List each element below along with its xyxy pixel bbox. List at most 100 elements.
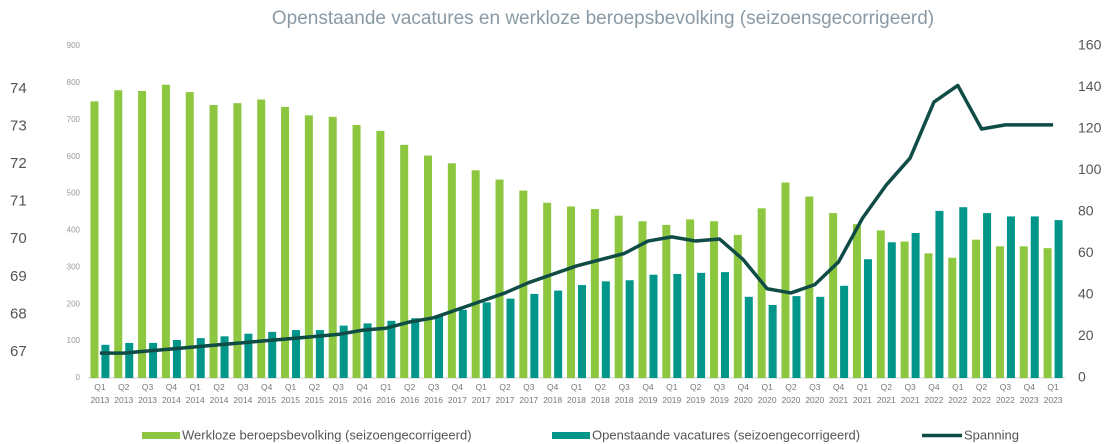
bar	[768, 304, 777, 378]
x-tick-label: Q3 2022	[996, 382, 1015, 405]
bar	[185, 92, 194, 378]
y3-tick-label: 71	[10, 193, 27, 210]
y3-tick-label: 74	[10, 80, 27, 97]
bar	[590, 209, 599, 378]
bar	[1043, 248, 1052, 378]
bar	[1019, 246, 1028, 378]
y-tick-label: 800	[67, 78, 81, 87]
bar	[530, 293, 539, 378]
bar	[911, 233, 920, 378]
bar	[101, 344, 110, 378]
bar	[257, 99, 266, 378]
bar	[400, 144, 409, 378]
bar	[339, 325, 348, 378]
bar	[709, 221, 718, 378]
x-tick-label: Q4 2022	[924, 382, 943, 405]
bar	[935, 210, 944, 378]
x-tick-label: Q3 2018	[615, 382, 634, 405]
x-tick-label: Q3 2017	[519, 382, 538, 405]
legend-label: Spanning	[964, 427, 1019, 442]
x-tick-label: Q2 2016	[400, 382, 419, 405]
x-tick-label: Q3 2016	[424, 382, 443, 405]
x-tick-label: Q1 2021	[853, 382, 872, 405]
x-tick-label: Q3 2019	[710, 382, 729, 405]
bar	[972, 239, 981, 378]
x-tick-label: Q2 2020	[782, 382, 801, 405]
line	[99, 83, 1054, 355]
bar	[268, 331, 277, 378]
y3-tick-label: 69	[10, 268, 27, 285]
legend-swatch	[552, 432, 590, 439]
x-tick-label: Q3 2014	[233, 382, 252, 405]
legend-swatch	[142, 432, 180, 439]
y3-tick-label: 70	[10, 230, 27, 247]
x-tick-label: Q1 2016	[376, 382, 395, 405]
bar	[114, 90, 123, 379]
bar	[601, 281, 610, 378]
x-tick-label: Q3 2015	[329, 382, 348, 405]
bar	[292, 330, 301, 378]
x-tick-label: Q1 2022	[948, 382, 967, 405]
bar	[458, 309, 467, 378]
bar	[863, 259, 872, 378]
bar	[829, 213, 838, 378]
bar	[792, 296, 801, 378]
y-tick-label: 900	[67, 41, 81, 50]
x-tick-label: Q2 2021	[877, 382, 896, 405]
bar	[983, 213, 992, 378]
bar	[900, 241, 909, 378]
bar	[161, 84, 170, 378]
y3-tick-label: 67	[10, 343, 27, 360]
x-tick-label: Q2 2017	[496, 382, 515, 405]
x-tick-label: Q4 2018	[543, 382, 562, 405]
x-tick-label: Q2 2015	[305, 382, 324, 405]
bar	[304, 115, 313, 379]
bar	[852, 224, 861, 378]
bar	[482, 302, 491, 378]
x-tick-label: Q1 2023	[1044, 382, 1063, 405]
bar	[757, 208, 766, 378]
y-tick-label: 700	[67, 115, 81, 124]
bar	[995, 246, 1004, 378]
x-tick-label: Q1 2015	[281, 382, 300, 405]
bar	[543, 202, 552, 378]
bar	[435, 315, 444, 378]
bar	[424, 155, 433, 378]
bar	[638, 221, 647, 378]
y-tick-label: 400	[67, 226, 81, 235]
bar	[1006, 216, 1015, 378]
bar	[948, 257, 957, 378]
bar	[352, 124, 361, 378]
x-tick-label: Q1 2019	[662, 382, 681, 405]
bar	[138, 91, 147, 378]
y2-tick-label: 120	[1078, 120, 1102, 136]
bar	[125, 342, 134, 378]
bar	[363, 323, 372, 378]
legend-label: Werkloze beroepsbevolking (seizoengecorr…	[182, 427, 472, 442]
bar	[744, 296, 753, 378]
y-tick-label: 600	[67, 152, 81, 161]
bar	[387, 320, 396, 378]
bar	[149, 342, 158, 378]
bar	[840, 285, 849, 378]
bar	[1030, 216, 1039, 378]
x-tick-label: Q1 2020	[758, 382, 777, 405]
x-tick-label: Q1 2018	[567, 382, 586, 405]
bar	[244, 333, 253, 378]
x-tick-label: Q1 2014	[186, 382, 205, 405]
bar	[196, 338, 205, 378]
x-tick-label: Q2 2014	[210, 382, 229, 405]
y-tick-label: 200	[67, 299, 81, 308]
chart-title: Openstaande vacatures en werkloze beroep…	[272, 8, 934, 29]
y2-tick-label: 100	[1078, 161, 1102, 177]
bar	[662, 224, 671, 378]
x-tick-label: Q1 2017	[472, 382, 491, 405]
y-tick-label: 100	[67, 336, 81, 345]
bar	[614, 215, 623, 378]
bar	[376, 130, 385, 378]
y2-tick-label: 160	[1078, 37, 1102, 53]
x-tick-label: Q2 2013	[114, 382, 133, 405]
x-tick-label: Q4 2016	[353, 382, 372, 405]
y3-tick-label: 73	[10, 117, 27, 134]
y-tick-label: 300	[67, 262, 81, 271]
